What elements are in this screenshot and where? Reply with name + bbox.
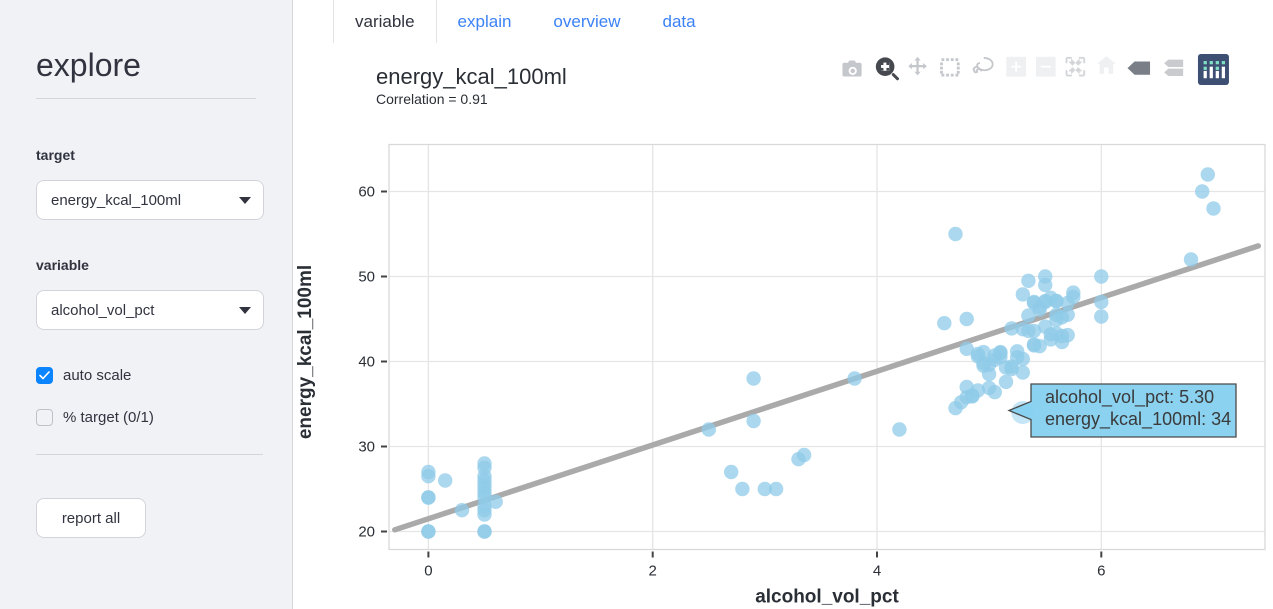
svg-text:40: 40 xyxy=(358,354,375,371)
svg-text:50: 50 xyxy=(358,269,375,286)
svg-text:6: 6 xyxy=(1097,563,1105,580)
svg-text:4: 4 xyxy=(873,563,881,580)
svg-text:energy_kcal_100ml: 34: energy_kcal_100ml: 34 xyxy=(1045,409,1231,430)
svg-text:alcohol_vol_pct: alcohol_vol_pct xyxy=(755,587,899,608)
svg-text:30: 30 xyxy=(358,439,375,456)
svg-text:20: 20 xyxy=(358,524,375,541)
svg-text:energy_kcal_100ml: energy_kcal_100ml xyxy=(295,265,316,439)
svg-text:0: 0 xyxy=(424,563,432,580)
svg-text:alcohol_vol_pct: 5.30: alcohol_vol_pct: 5.30 xyxy=(1045,387,1214,408)
svg-text:60: 60 xyxy=(358,184,375,201)
svg-text:2: 2 xyxy=(649,563,657,580)
